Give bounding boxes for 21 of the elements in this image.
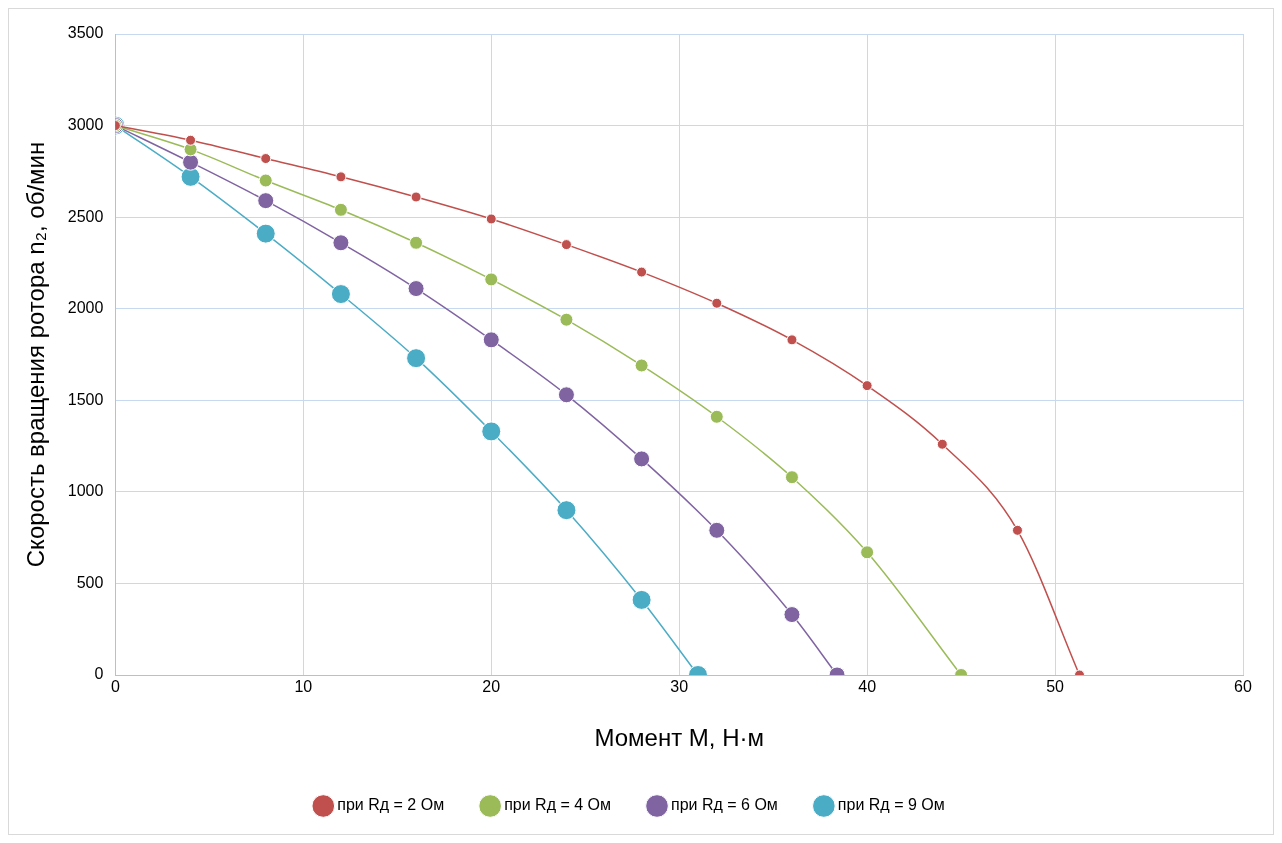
y-tick-label: 2500 bbox=[67, 207, 104, 225]
x-tick-label: 30 bbox=[670, 678, 689, 696]
x-tick-label: 40 bbox=[858, 678, 877, 696]
x-tick-label: 20 bbox=[482, 678, 501, 696]
x-tick-label: 10 bbox=[294, 678, 313, 696]
x-tick-label: 50 bbox=[1046, 678, 1065, 696]
y-tick-label: 500 bbox=[76, 573, 104, 591]
y-tick-label: 2000 bbox=[67, 299, 104, 317]
y-tick-label: 0 bbox=[94, 665, 104, 683]
y-axis-title: Скорость вращения ротора n₂, об/мин bbox=[22, 141, 50, 568]
y-tick-label: 3500 bbox=[67, 24, 104, 42]
x-tick-label: 60 bbox=[1234, 678, 1252, 696]
legend-label: при Rд = 2 Ом bbox=[337, 796, 445, 814]
y-tick-label: 1000 bbox=[67, 482, 104, 500]
legend-label: при Rд = 6 Ом bbox=[671, 796, 778, 814]
legend-label: при Rд = 4 Ом bbox=[504, 796, 611, 814]
x-tick-label: 0 bbox=[110, 678, 120, 696]
y-tick-label: 1500 bbox=[67, 390, 104, 408]
legend-label: при Rд = 9 Ом bbox=[837, 796, 945, 814]
x-axis-title: Момент M, Н·м bbox=[594, 724, 764, 752]
y-tick-label: 3000 bbox=[67, 115, 104, 133]
